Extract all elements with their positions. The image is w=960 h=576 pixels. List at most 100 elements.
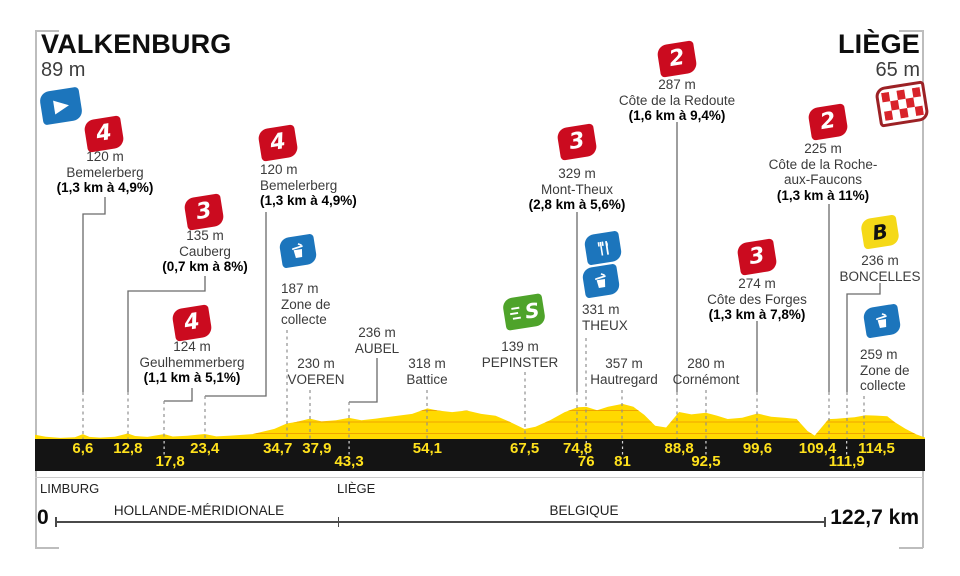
km-start-label: 0 [37,506,49,529]
bemelerberg-2-line-1: Bemelerberg [260,177,338,193]
boncelles-label: 236 m BONCELLES [839,253,920,284]
km-tick-76: 76 [577,453,595,470]
profile-footer-separator [35,477,923,478]
cornemont-line-0: 280 m [687,356,725,371]
cauberg-line-0: 135 m [186,228,224,243]
category-number: 3 [747,242,767,271]
bemelerberg-2-label: 120 m Bemelerberg (1,3 km à 4,9%) [260,162,357,209]
cote-de-la-redoute-gradient-detail: (1,6 km à 9,4%) [628,108,726,123]
feed-zone-flag-icon [583,230,623,266]
svg-text:S: S [523,298,541,324]
frame-bottom-right-tip [899,547,923,549]
trash-bin-glyph [594,272,606,288]
frame-top-right-tip [899,30,923,32]
trash-bin-glyph [875,312,887,328]
cote-de-la-roche-aux-faucons-label: 225 m Côte de la Roche-aux-Faucons (1,3 km… [769,141,878,203]
category-4-climb-flag-icon: 4 [83,115,125,153]
geulhemmerberg-leader-line [164,388,193,402]
zone-de-collecte-1-line-2: collecte [281,312,327,327]
cote-des-forges-gradient-detail: (1,3 km à 7,8%) [708,307,806,322]
finish-checkered-flag-icon [874,80,930,128]
category-2-climb-flag-icon: 2 [656,40,698,78]
zone-de-collecte-1-line-1: Zone de [281,296,331,312]
finish-city-title: LIÈGE [837,29,920,59]
cote-des-forges-line-0: 274 m [738,276,776,291]
pepinster-label: 139 m PEPINSTER [482,339,559,370]
waste-collection-flag-icon [278,233,318,269]
voeren-line-0: 230 m [297,356,335,371]
voeren-label: 230 m VOEREN [287,356,344,387]
category-number: 4 [182,308,202,337]
start-triangle-glyph [52,100,69,115]
elevation-profile-area [35,403,925,441]
trash-bin-glyph [291,242,303,258]
km-end-label: 122,7 km [830,506,919,529]
km-tick-92,5: 92,5 [691,453,721,470]
km-tick-81: 81 [614,453,631,470]
cornemont-line-1: Cornémont [672,371,740,387]
category-number: 3 [194,197,214,226]
km-tick-12,8: 12,8 [113,440,143,457]
cote-de-la-roche-aux-faucons-gradient-detail: (1,3 km à 11%) [776,187,870,203]
category-4-climb-flag-icon: 4 [171,304,213,342]
frame-bottom-left-tip [35,547,59,549]
mont-theux-gradient-detail: (2,8 km à 5,6%) [528,197,626,212]
km-tick-114,5: 114,5 [858,440,895,457]
feed-zone-glyph [597,240,609,256]
theux-line-1: THEUX [582,317,628,333]
pepinster-line-1: PEPINSTER [481,354,559,370]
km-tick-67,5: 67,5 [509,440,540,457]
bemelerberg-1-line-1: Bemelerberg [66,164,144,180]
cote-de-la-roche-aux-faucons-line-2: aux-Faucons [783,172,863,187]
hautregard-line-1: Hautregard [590,371,658,387]
sprint-flag-icon: S [501,293,547,331]
category-4-climb-flag-icon: 4 [257,124,299,162]
zone-de-collecte-2-label: 259 m Zone de collecte [860,347,910,394]
km-tick-34,7: 34,7 [263,440,293,457]
finish-city-elevation: 65 m [875,59,920,81]
bemelerberg-1-leader-line [82,197,106,392]
start-flag-icon [38,86,84,126]
cote-de-la-redoute-line-1: Côte de la Redoute [618,92,736,108]
km-tick-54,1: 54,1 [412,440,443,457]
province-label-liege: LIÈGE [337,481,376,496]
km-tick-43,3: 43,3 [334,453,364,470]
category-number: 2 [818,107,838,136]
aubel-label: 236 m AUBEL [355,325,399,356]
cote-de-la-roche-aux-faucons-line-1: Côte de la Roche- [768,156,878,172]
frame-top-left-tip [35,30,59,32]
pepinster-line-0: 139 m [501,339,539,354]
zone-de-collecte-2-line-2: collecte [860,378,906,393]
km-tick-99,6: 99,6 [742,440,773,457]
country-axis-line [55,521,825,523]
cauberg-label: 135 m Cauberg (0,7 km à 8%) [162,228,248,275]
cote-de-la-redoute-label: 287 m Côte de la Redoute (1,6 km à 9,4%) [619,77,735,124]
km-tick-17,8: 17,8 [155,453,185,470]
cauberg-gradient-detail: (0,7 km à 8%) [162,259,248,274]
geulhemmerberg-label: 124 m Geulhemmerberg (1,1 km à 5,1%) [139,339,244,386]
frame-left [35,30,37,548]
start-city-elevation: 89 m [41,59,86,81]
km-tick-37,9: 37,9 [302,440,332,457]
frame-right [922,30,924,548]
mont-theux-label: 329 m Mont-Theux (2,8 km à 5,6%) [529,166,626,213]
category-number: 2 [667,44,687,73]
mont-theux-line-1: Mont-Theux [540,181,614,197]
boncelles-line-0: 236 m [861,253,899,268]
km-tick-6,6: 6,6 [72,440,94,457]
theux-line-0: 331 m [582,302,620,317]
mont-theux-line-0: 329 m [558,166,596,181]
category-2-climb-flag-icon: 2 [807,103,849,141]
geulhemmerberg-line-0: 124 m [173,339,211,354]
waste-collection-flag-icon [581,263,621,299]
aubel-line-1: AUBEL [354,340,400,356]
category-3-climb-flag-icon: 3 [183,193,225,231]
bemelerberg-1-label: 120 m Bemelerberg (1,3 km à 4,9%) [57,149,154,196]
category-number: 4 [94,119,114,148]
voeren-line-1: VOEREN [287,371,345,387]
category-3-climb-flag-icon: 3 [556,123,598,161]
cornemont-label: 280 m Cornémont [673,356,740,387]
cote-de-la-redoute-line-0: 287 m [658,77,696,92]
